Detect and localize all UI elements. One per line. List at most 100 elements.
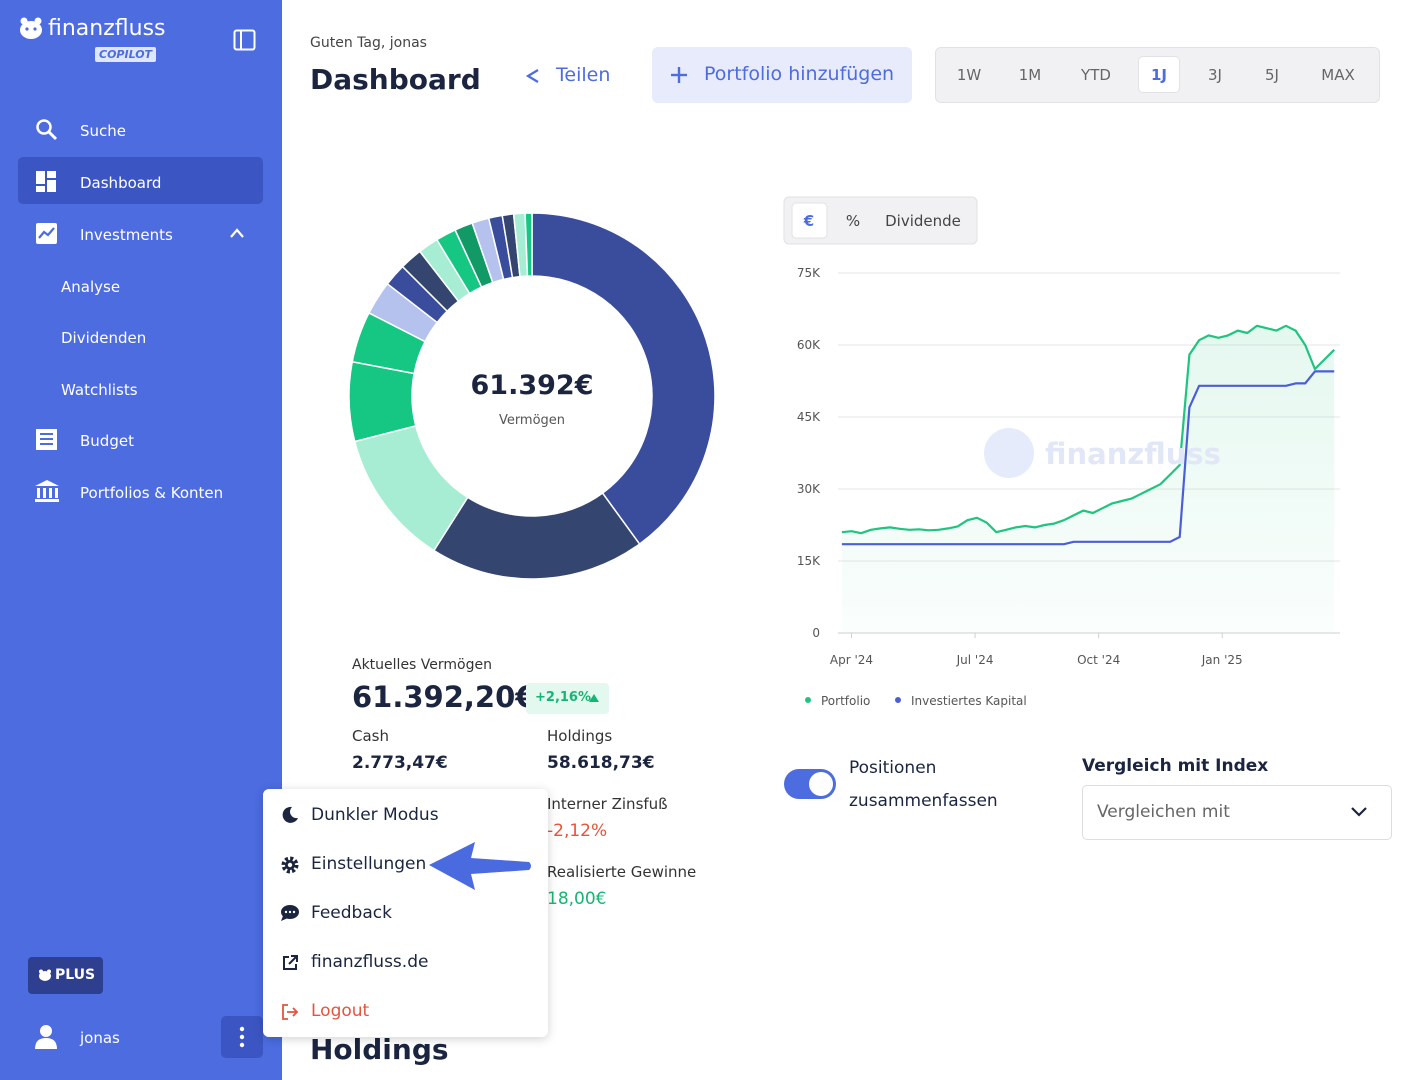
- summary-value: 61.392,20€: [352, 680, 536, 714]
- range-button[interactable]: 1J: [1150, 66, 1168, 84]
- series-line: [841, 370, 1335, 546]
- moon-icon: [282, 806, 298, 823]
- annotation-arrow: [429, 842, 531, 890]
- feedback-icon: [281, 905, 299, 921]
- nav-item[interactable]: Portfolios & Konten: [80, 484, 224, 502]
- mode-active: [791, 202, 828, 239]
- legend: Portfolio Investiertes Kapital: [805, 694, 1027, 708]
- compare-select[interactable]: [1082, 785, 1392, 840]
- nav-item[interactable]: Investments: [80, 226, 173, 244]
- bank-icon: [35, 480, 59, 502]
- mode-button[interactable]: %: [846, 212, 860, 230]
- menu-item[interactable]: finanzfluss.de: [311, 952, 429, 972]
- line-chart: 0 15K 30K 45K 60K 75K Apr '24 Jul '24 Oct '24 Jan…: [797, 266, 1340, 667]
- donut-center-value: 61.392€: [471, 370, 594, 401]
- irr-label: Interner Zinsfuß: [547, 795, 668, 813]
- add-portfolio-label: Portfolio hinzufügen: [704, 63, 895, 85]
- copilot-badge: COPILOT: [95, 47, 157, 62]
- x-tick-label: Jan '25: [1201, 653, 1243, 667]
- mode-button[interactable]: €: [803, 212, 814, 230]
- compare-placeholder: Vergleichen mit: [1097, 802, 1230, 822]
- watermark-icon: [984, 428, 1034, 478]
- plus-sign: [671, 67, 687, 83]
- legend-label: Portfolio: [821, 694, 870, 708]
- legend-dot: [895, 697, 901, 703]
- investments-icon: [36, 223, 57, 244]
- area: [841, 325, 1335, 633]
- holdings-label: Holdings: [547, 727, 613, 745]
- gear-icon: [281, 856, 299, 874]
- range-button[interactable]: 1M: [1018, 66, 1042, 84]
- realized-value: 18,00€: [547, 889, 607, 909]
- search-icon: [36, 119, 58, 141]
- user-name: jonas: [80, 1029, 120, 1047]
- nav-subitem[interactable]: Watchlists: [61, 381, 138, 399]
- user-menu: Dunkler Modus Einstellungen Feedback fin…: [263, 789, 548, 1037]
- menu-item[interactable]: Dunkler Modus: [311, 805, 439, 825]
- donut-segment: [531, 212, 716, 546]
- menu-item[interactable]: Feedback: [311, 903, 392, 923]
- chevron-up[interactable]: [229, 227, 245, 239]
- x-tick-label: Apr '24: [830, 653, 873, 667]
- mode-selector: [783, 196, 978, 245]
- budget-icon: [36, 429, 57, 450]
- watermark: finanzfluss: [1045, 437, 1221, 471]
- menu-item[interactable]: Einstellungen: [311, 854, 427, 874]
- dots-icon: [239, 1026, 245, 1048]
- mode-button[interactable]: Dividende: [885, 212, 961, 230]
- donut-chart: [348, 212, 716, 580]
- donut-segment: [432, 492, 641, 580]
- realized-label: Realisierte Gewinne: [547, 863, 697, 881]
- logo-icon: [20, 17, 42, 39]
- range-button[interactable]: 3J: [1208, 66, 1222, 84]
- nav-subitem[interactable]: Analyse: [61, 278, 121, 296]
- y-tick-label: 45K: [797, 410, 821, 424]
- summary-label: Aktuelles Vermögen: [352, 657, 492, 673]
- nav-item[interactable]: Budget: [80, 432, 134, 450]
- user-icon: [35, 1025, 57, 1049]
- range-button[interactable]: MAX: [1321, 66, 1355, 84]
- share-button[interactable]: Teilen: [556, 64, 611, 86]
- toggle-label: Positionen: [849, 758, 937, 778]
- menu-item[interactable]: Logout: [311, 1001, 370, 1021]
- donut-center-label: Vermögen: [499, 413, 565, 428]
- page-title: Dashboard: [310, 63, 481, 96]
- section-title: Holdings: [310, 1033, 449, 1066]
- greeting: Guten Tag, jonas: [310, 35, 427, 51]
- compare-title: Vergleich mit Index: [1082, 756, 1269, 776]
- nav-subitem[interactable]: Dividenden: [61, 329, 147, 347]
- range-button[interactable]: 5J: [1265, 66, 1279, 84]
- cash-value: 2.773,47€: [352, 753, 448, 773]
- y-tick-label: 0: [812, 626, 820, 640]
- up-triangle: [589, 694, 599, 702]
- range-active: [1138, 56, 1180, 93]
- range-button[interactable]: YTD: [1081, 66, 1111, 84]
- y-tick-label: 15K: [797, 554, 821, 568]
- nav-item[interactable]: Suche: [80, 122, 127, 140]
- share-icon: [525, 69, 539, 83]
- legend-label: Investiertes Kapital: [911, 694, 1027, 708]
- toggle-knob: [809, 772, 833, 796]
- donut-segment: [524, 212, 533, 277]
- toggle-label: zusammenfassen: [849, 791, 998, 811]
- plus-label: PLUS: [55, 967, 96, 983]
- cash-label: Cash: [352, 727, 389, 745]
- dashboard-icon: [36, 171, 56, 192]
- brand: finanzfluss: [48, 16, 166, 41]
- x-tick-label: Oct '24: [1077, 653, 1120, 667]
- sidebar: finanzfluss COPILOT Suche Dashboard Inve…: [0, 0, 282, 1080]
- logout-icon: [282, 1004, 299, 1020]
- external-link-icon: [283, 955, 298, 970]
- nav-item[interactable]: Dashboard: [80, 174, 162, 192]
- y-tick-label: 60K: [797, 338, 821, 352]
- add-portfolio-button[interactable]: [652, 47, 912, 103]
- x-tick-label: Jul '24: [956, 653, 994, 667]
- range-button[interactable]: 1W: [956, 66, 982, 84]
- series-line: [841, 324, 1335, 535]
- collapse-button[interactable]: [233, 29, 257, 51]
- change-value: +2,16%: [535, 690, 591, 705]
- active-nav-bg: [18, 157, 263, 204]
